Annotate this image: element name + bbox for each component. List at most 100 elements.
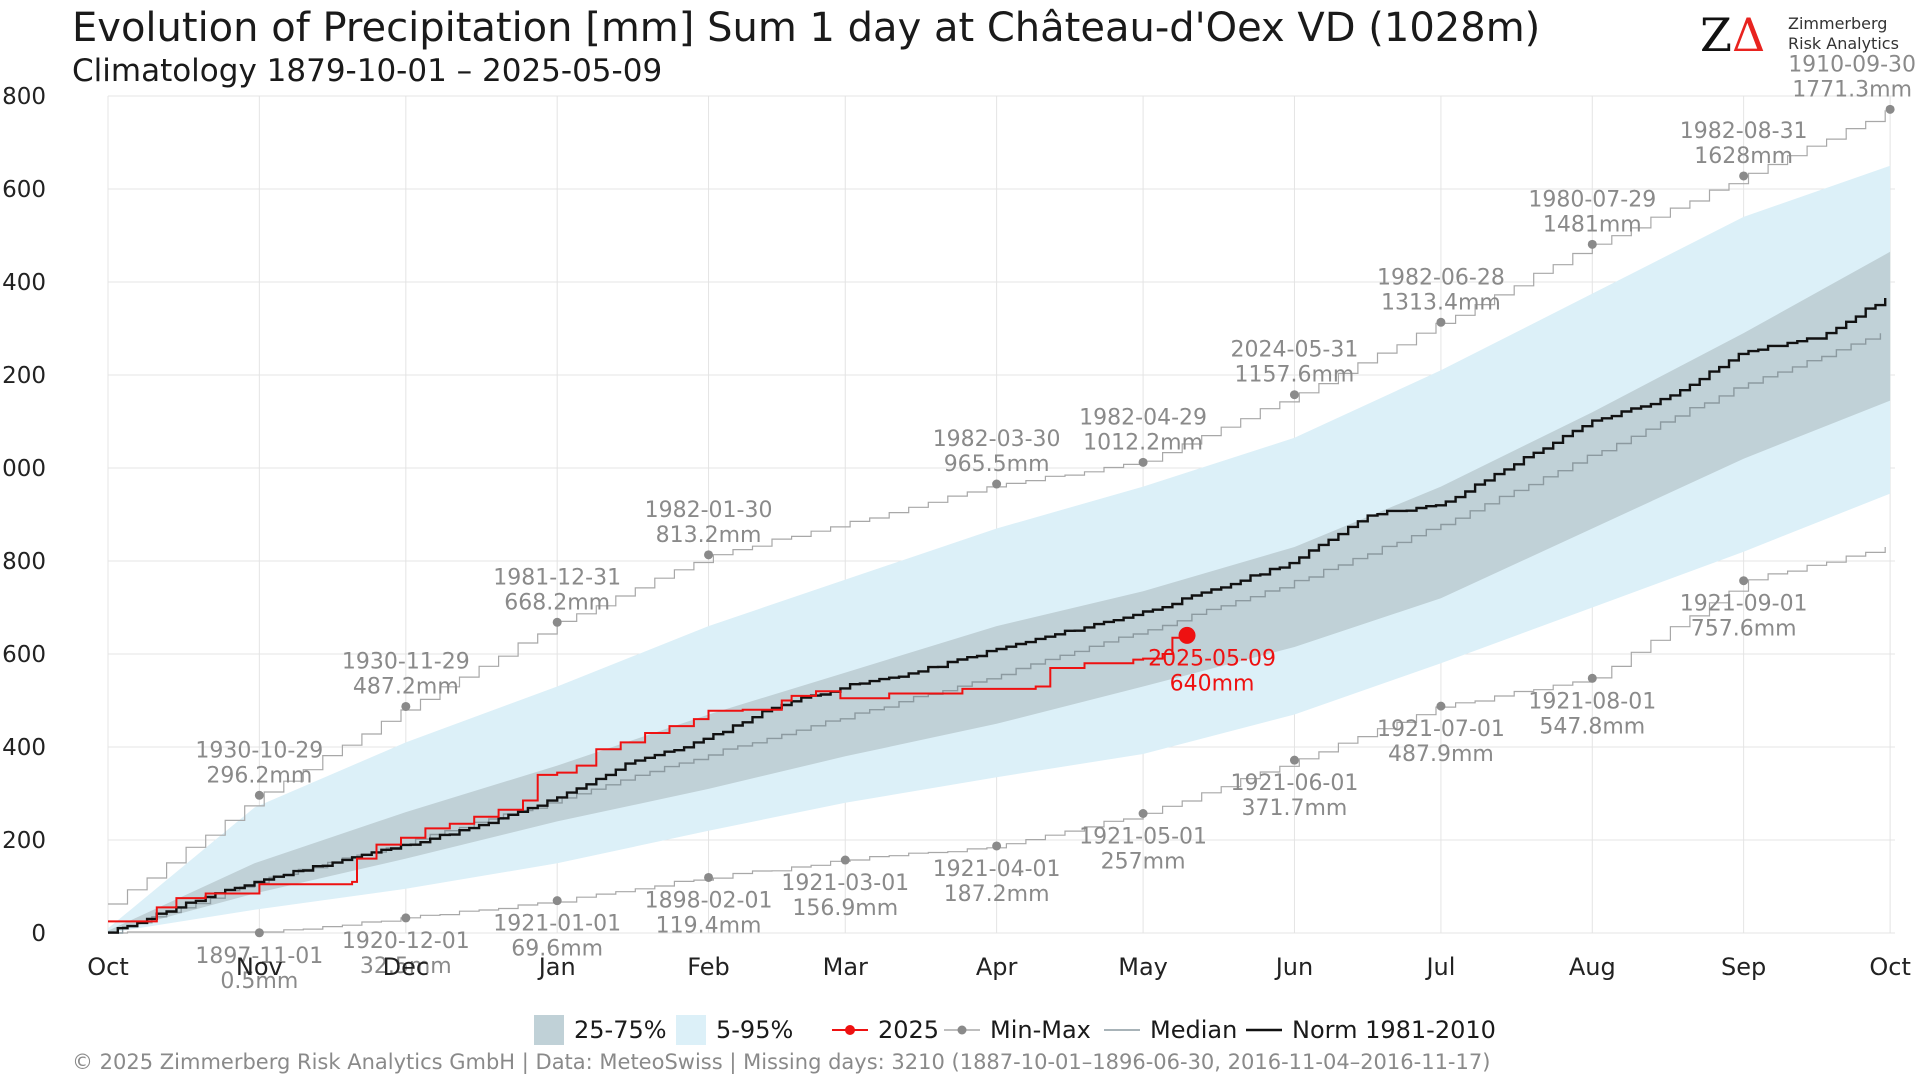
min-value-label: 119.4mm: [656, 913, 762, 938]
max-point: [401, 701, 411, 711]
max-date-label: 1982-06-28: [1377, 265, 1505, 290]
max-point: [1138, 457, 1148, 467]
x-tick-label: Jun: [1274, 953, 1314, 981]
max-date-label: 1982-08-31: [1680, 119, 1808, 144]
max-value-label: 965.5mm: [944, 452, 1050, 477]
max-date-label: 1981-12-31: [493, 565, 621, 590]
legend-label-2025: 2025: [878, 1016, 940, 1044]
legend-item-min-max: Min-Max: [944, 1012, 1091, 1048]
legend-label-norm: Norm 1981-2010: [1292, 1016, 1496, 1044]
min-value-label: 156.9mm: [792, 896, 898, 921]
min-date-label: 1898-02-01: [645, 888, 773, 913]
min-point: [1739, 576, 1749, 586]
min-value-label: 371.7mm: [1242, 796, 1348, 821]
min-date-label: 1921-04-01: [933, 857, 1061, 882]
min-value-label: 69.6mm: [511, 937, 603, 962]
min-date-label: 1921-09-01: [1680, 592, 1808, 617]
legend-swatch-norm: [1246, 1028, 1282, 1032]
min-value-label: 757.6mm: [1691, 617, 1797, 642]
current-date-label: 2025-05-09: [1148, 646, 1276, 671]
max-value-label: 1628mm: [1694, 144, 1793, 169]
min-point: [1138, 808, 1148, 818]
legend-item-median: Median: [1104, 1012, 1237, 1048]
legend-label-min-max: Min-Max: [990, 1016, 1091, 1044]
max-point: [992, 479, 1002, 489]
legend-item-norm: Norm 1981-2010: [1246, 1012, 1496, 1048]
chart-title: Evolution of Precipitation [mm] Sum 1 da…: [72, 5, 1541, 51]
y-tick-label: 1800: [0, 84, 46, 110]
chart-legend: 25-75% 5-95% 2025 Min-Max Median Norm 19…: [0, 1012, 1920, 1048]
x-tick-label: Sep: [1721, 953, 1766, 981]
max-value-label: 1771.3mm: [1792, 77, 1912, 102]
legend-item-2025: 2025: [832, 1012, 939, 1048]
current-value-label: 640mm: [1170, 671, 1255, 696]
min-point: [1436, 701, 1446, 711]
max-date-label: 1982-03-30: [933, 427, 1061, 452]
y-tick-label: 0: [31, 921, 46, 947]
max-date-label: 1982-04-29: [1079, 405, 1207, 430]
x-tick-label: Dec: [383, 953, 429, 981]
company-logo: ZΔ Zimmerberg Risk Analytics: [1700, 8, 1900, 62]
logo-text: Zimmerberg Risk Analytics: [1788, 14, 1899, 54]
y-tick-label: 200: [2, 828, 46, 854]
y-tick-label: 1000: [0, 456, 46, 482]
max-value-label: 1012.2mm: [1083, 430, 1203, 455]
max-point: [1885, 104, 1895, 114]
max-date-label: 1980-07-29: [1528, 187, 1656, 212]
legend-item-5-95: 5-95%: [676, 1012, 793, 1048]
max-date-label: 1982-01-30: [645, 498, 773, 523]
footer-credits: © 2025 Zimmerberg Risk Analytics GmbH | …: [72, 1050, 1491, 1074]
max-value-label: 813.2mm: [656, 523, 762, 548]
min-date-label: 1921-01-01: [493, 912, 621, 937]
legend-swatch-5-95: [676, 1015, 706, 1045]
y-tick-label: 1400: [0, 270, 46, 296]
legend-swatch-2025: [832, 1025, 868, 1035]
current-point: [1178, 626, 1196, 644]
max-value-label: 296.2mm: [206, 763, 312, 788]
min-date-label: 1921-03-01: [781, 871, 909, 896]
max-value-label: 1313.4mm: [1381, 290, 1501, 315]
max-date-label: 1910-09-30: [1788, 52, 1916, 77]
min-value-label: 32.5mm: [360, 954, 452, 979]
band-5-95: [108, 165, 1891, 934]
min-value-label: 547.8mm: [1539, 714, 1645, 739]
x-tick-label: Feb: [687, 953, 730, 981]
y-tick-label: 1600: [0, 177, 46, 203]
y-tick-label: 1200: [0, 363, 46, 389]
x-tick-label: Nov: [236, 953, 283, 981]
y-tick-label: 600: [2, 642, 46, 668]
min-point: [401, 913, 411, 923]
max-value-label: 1157.6mm: [1235, 363, 1355, 388]
x-tick-label: Oct: [1869, 953, 1911, 981]
legend-label-25-75: 25-75%: [574, 1016, 667, 1044]
max-point: [1587, 239, 1597, 249]
min-point: [1289, 755, 1299, 765]
min-point: [1587, 673, 1597, 683]
x-tick-label: Jan: [537, 953, 576, 981]
min-value-label: 257mm: [1101, 849, 1186, 874]
legend-item-25-75: 25-75%: [534, 1012, 667, 1048]
min-point: [254, 928, 264, 938]
min-value-label: 0.5mm: [220, 969, 298, 994]
min-point: [840, 855, 850, 865]
min-value-label: 487.9mm: [1388, 742, 1494, 767]
x-tick-label: Jul: [1424, 953, 1455, 981]
max-value-label: 668.2mm: [504, 590, 610, 615]
min-date-label: 1897-11-01: [195, 944, 323, 969]
y-tick-label: 400: [2, 735, 46, 761]
logo-line-2: Risk Analytics: [1788, 34, 1899, 53]
legend-swatch-25-75: [534, 1015, 564, 1045]
min-point: [704, 872, 714, 882]
logo-line-1: Zimmerberg: [1788, 14, 1888, 33]
min-date-label: 1920-12-01: [342, 929, 470, 954]
logo-mark: ZΔ: [1700, 10, 1765, 60]
max-date-label: 2024-05-31: [1231, 338, 1359, 363]
norm-series-line: [108, 298, 1887, 934]
x-tick-label: May: [1118, 953, 1168, 981]
min-date-label: 1921-08-01: [1528, 689, 1656, 714]
logo-mark-z: Z: [1700, 8, 1732, 62]
legend-swatch-min-max: [944, 1025, 980, 1035]
max-point: [704, 550, 714, 560]
max-date-label: 1930-11-29: [342, 649, 470, 674]
